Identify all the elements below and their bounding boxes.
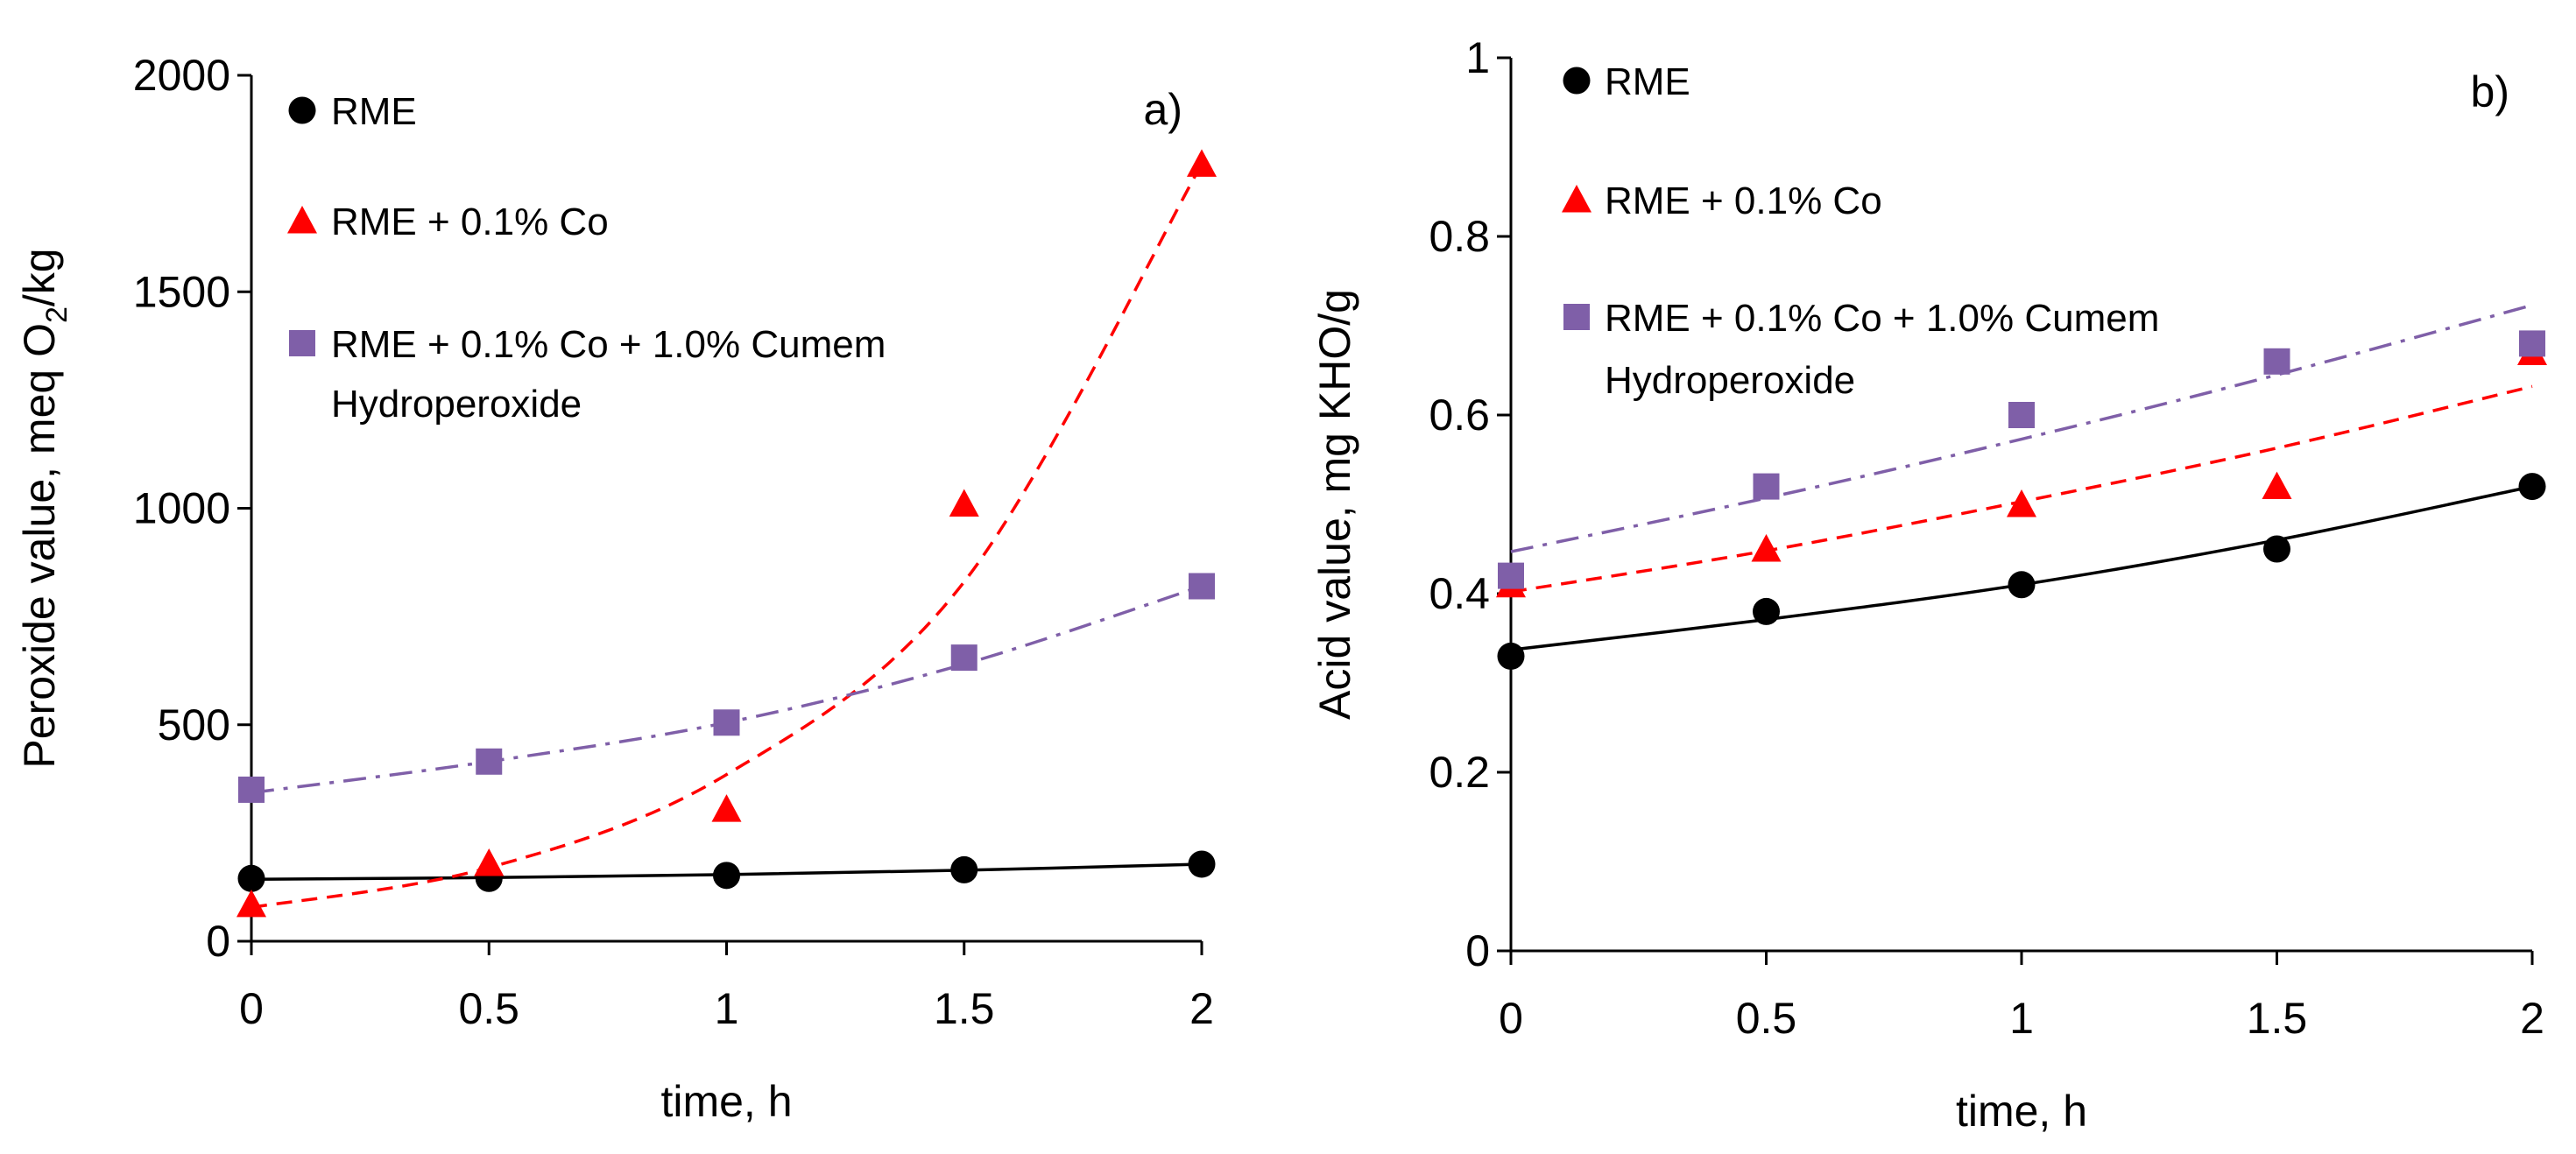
data-point xyxy=(236,889,266,918)
x-tick-label: 0.5 xyxy=(458,984,519,1033)
data-point xyxy=(713,709,740,736)
series-3 xyxy=(251,584,1203,795)
x-tick-label: 0 xyxy=(1499,994,1523,1043)
data-point xyxy=(1751,534,1782,562)
series-3-points xyxy=(238,573,1215,803)
legend: RME RME + 0.1% Co RME + 0.1% Co + 1.0% Cum… xyxy=(1562,60,2159,402)
legend-entry: Hydroperoxide xyxy=(331,383,582,426)
y-tick-label: 0 xyxy=(1465,926,1490,975)
series-3 xyxy=(1510,303,2533,553)
legend-entry: RME xyxy=(331,90,417,133)
data-point xyxy=(476,748,503,775)
data-point xyxy=(2262,471,2292,500)
data-point xyxy=(711,794,742,822)
y-axis-title: Peroxide value, meq O2/kg xyxy=(15,248,74,768)
panel-label: b) xyxy=(2471,67,2509,116)
x-tick-label: 1 xyxy=(715,984,739,1033)
data-point xyxy=(1187,149,1217,177)
data-point xyxy=(1753,597,1780,625)
legend-marker xyxy=(289,330,315,356)
data-point xyxy=(2263,348,2290,375)
legend-marker xyxy=(1562,185,1591,213)
data-point xyxy=(1189,573,1215,600)
legend-entry: RME + 0.1% Co + 1.0% Cumem xyxy=(331,323,886,366)
y-tick-label: 0.6 xyxy=(1429,391,1490,440)
y-axis-title: Acid value, mg KHO/g xyxy=(1310,289,1359,720)
legend-marker xyxy=(287,206,317,234)
data-point xyxy=(2518,473,2546,501)
data-point xyxy=(950,855,978,883)
trendline xyxy=(1510,303,2533,553)
x-tick-label: 2 xyxy=(2520,994,2544,1043)
x-tick-label: 1.5 xyxy=(934,984,995,1033)
data-point xyxy=(1498,562,1524,589)
y-tick-label: 0 xyxy=(206,917,230,966)
data-point xyxy=(237,864,265,892)
data-point xyxy=(2519,330,2545,357)
y-tick-label: 0.8 xyxy=(1429,212,1490,261)
data-point xyxy=(2263,535,2290,563)
trendline xyxy=(251,584,1203,795)
legend-entry: RME + 0.1% Co + 1.0% Cumem xyxy=(1605,297,2159,340)
legend-entry: Hydroperoxide xyxy=(1605,359,1855,402)
data-point xyxy=(238,776,265,803)
x-tick-label: 1.5 xyxy=(2247,994,2308,1043)
data-point xyxy=(2008,571,2036,599)
series-2 xyxy=(251,163,1203,910)
data-point xyxy=(1188,850,1216,878)
data-point xyxy=(474,848,505,876)
series-1-points xyxy=(237,850,1216,892)
x-tick-label: 0.5 xyxy=(1736,994,1797,1043)
legend-marker xyxy=(288,96,316,124)
x-tick-label: 0 xyxy=(239,984,264,1033)
x-tick-label: 2 xyxy=(1189,984,1214,1033)
legend-marker xyxy=(1563,67,1591,95)
data-point xyxy=(950,644,977,672)
data-point xyxy=(713,862,740,890)
series-2-points xyxy=(236,149,1217,918)
y-tick-label: 0.4 xyxy=(1429,569,1490,618)
data-point xyxy=(949,489,979,517)
data-point xyxy=(1753,473,1780,500)
legend-entry: RME xyxy=(1605,60,1690,103)
series-1-points xyxy=(1497,473,2546,670)
y-tick-label: 1500 xyxy=(133,267,230,316)
panel-label: a) xyxy=(1144,85,1182,134)
data-point xyxy=(2007,489,2036,517)
y-tick-label: 1000 xyxy=(133,484,230,533)
legend-entry: RME + 0.1% Co xyxy=(1605,179,1882,222)
y-tick-label: 500 xyxy=(158,700,230,749)
y-tick-label: 2000 xyxy=(133,51,230,100)
series-3-points xyxy=(1498,330,2545,589)
legend: RME RME + 0.1% Co RME + 0.1% Co + 1.0% Cum… xyxy=(287,90,886,426)
y-tick-label: 0.2 xyxy=(1429,748,1490,797)
chart-acid-value: 0 0.2 0.4 0.6 0.8 1 0 0.5 1 1.5 2 time, h Acid value… xyxy=(1310,33,2547,1136)
legend-entry: RME + 0.1% Co xyxy=(331,201,609,243)
data-point xyxy=(2008,402,2035,428)
legend-marker xyxy=(1563,304,1590,330)
x-tick-label: 1 xyxy=(2009,994,2034,1043)
y-tick-label: 1 xyxy=(1465,33,1490,82)
trendline xyxy=(251,163,1203,910)
x-axis-title: time, h xyxy=(1956,1087,2087,1136)
chart-peroxide-value: 0 500 1000 1500 2000 0 0.5 1 1.5 2 time, h Peroxide… xyxy=(15,51,1217,1126)
data-point xyxy=(1497,642,1525,670)
x-axis-title: time, h xyxy=(660,1077,792,1126)
